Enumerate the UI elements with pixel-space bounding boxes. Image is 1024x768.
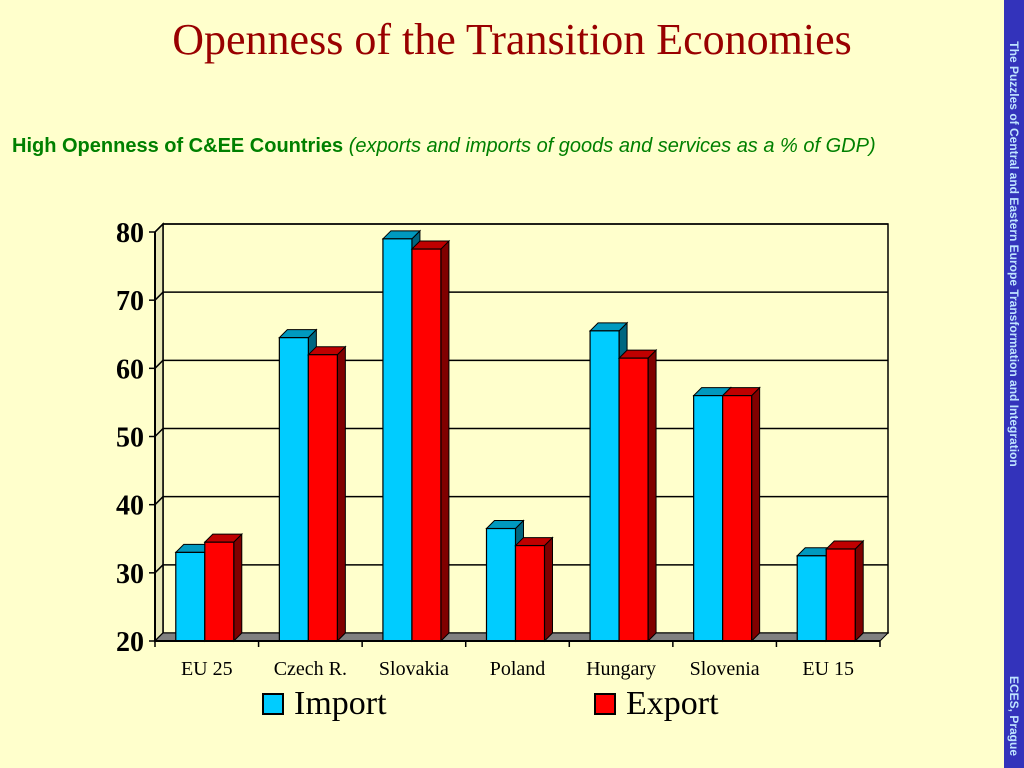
bar-export-side bbox=[647, 348, 657, 643]
sidebar-institution: ECES, Prague bbox=[1007, 675, 1021, 757]
bar-import bbox=[278, 337, 309, 642]
bar-export bbox=[618, 357, 649, 642]
bar-import bbox=[382, 238, 413, 642]
bar-export-side bbox=[854, 539, 864, 643]
bar-export-side bbox=[751, 386, 761, 643]
legend-export: Export bbox=[594, 684, 719, 724]
slide-title: Openness of the Transition Economies bbox=[172, 15, 852, 64]
bar-export-side bbox=[544, 536, 553, 643]
bar-import bbox=[589, 330, 620, 642]
bar-export bbox=[307, 354, 338, 642]
bar-export bbox=[514, 544, 546, 642]
bar-import bbox=[175, 551, 206, 642]
gridline-side bbox=[154, 359, 164, 369]
y-tick-label: 20 bbox=[116, 627, 144, 658]
y-tick-label: 80 bbox=[116, 218, 144, 249]
x-tick-label: Poland bbox=[490, 658, 546, 680]
subtitle-bold: High Openness of C&EE Countries bbox=[12, 135, 344, 157]
gridline-side bbox=[154, 223, 164, 233]
legend-export-label: Export bbox=[626, 685, 719, 722]
y-tick-label: 30 bbox=[116, 559, 144, 590]
bar-export bbox=[825, 548, 856, 642]
bar-import bbox=[693, 395, 724, 642]
x-tick-label: EU 15 bbox=[802, 658, 854, 680]
legend-import-swatch bbox=[262, 693, 284, 715]
gridline-side bbox=[154, 427, 164, 438]
x-tick-label: EU 25 bbox=[181, 658, 233, 680]
x-tick-label: Hungary bbox=[586, 658, 656, 680]
gridline-side bbox=[154, 496, 164, 506]
slide-subtitle: High Openness of C&EE Countries (exports… bbox=[12, 132, 997, 160]
bar-export bbox=[411, 248, 442, 642]
subtitle-italic: (exports and imports of goods and servic… bbox=[348, 135, 876, 157]
bar-export-side bbox=[440, 239, 450, 643]
bar-export bbox=[204, 541, 235, 642]
gridline-side bbox=[154, 564, 164, 574]
sidebar-band bbox=[1004, 0, 1024, 768]
y-tick-label: 60 bbox=[116, 354, 144, 385]
legend-export-swatch bbox=[594, 693, 616, 715]
bar-export bbox=[722, 395, 753, 642]
x-tick-label: Slovakia bbox=[379, 658, 449, 680]
bar-import bbox=[485, 527, 517, 642]
legend-import-label: Import bbox=[294, 685, 387, 722]
gridline-side bbox=[154, 291, 164, 301]
bar-export-side bbox=[233, 532, 243, 643]
sidebar-text: The Puzzles of Central and Eastern Europ… bbox=[1004, 0, 1024, 768]
legend-import: Import bbox=[262, 684, 387, 724]
x-tick-label: Czech R. bbox=[274, 658, 347, 680]
y-tick-label: 40 bbox=[116, 491, 144, 522]
bar-import bbox=[796, 555, 827, 642]
y-tick-label: 50 bbox=[116, 423, 144, 454]
x-tick-label: Slovenia bbox=[690, 658, 760, 680]
bar-chart: EU 25 Czech R. Slovakia Poland Hungary Sloven… bbox=[116, 218, 890, 680]
bar-export-side bbox=[336, 345, 346, 643]
sidebar-series-title: The Puzzles of Central and Eastern Europ… bbox=[1007, 41, 1021, 467]
y-tick-label: 70 bbox=[116, 286, 144, 317]
